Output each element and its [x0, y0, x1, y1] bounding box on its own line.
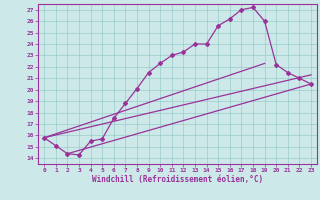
X-axis label: Windchill (Refroidissement éolien,°C): Windchill (Refroidissement éolien,°C) — [92, 175, 263, 184]
